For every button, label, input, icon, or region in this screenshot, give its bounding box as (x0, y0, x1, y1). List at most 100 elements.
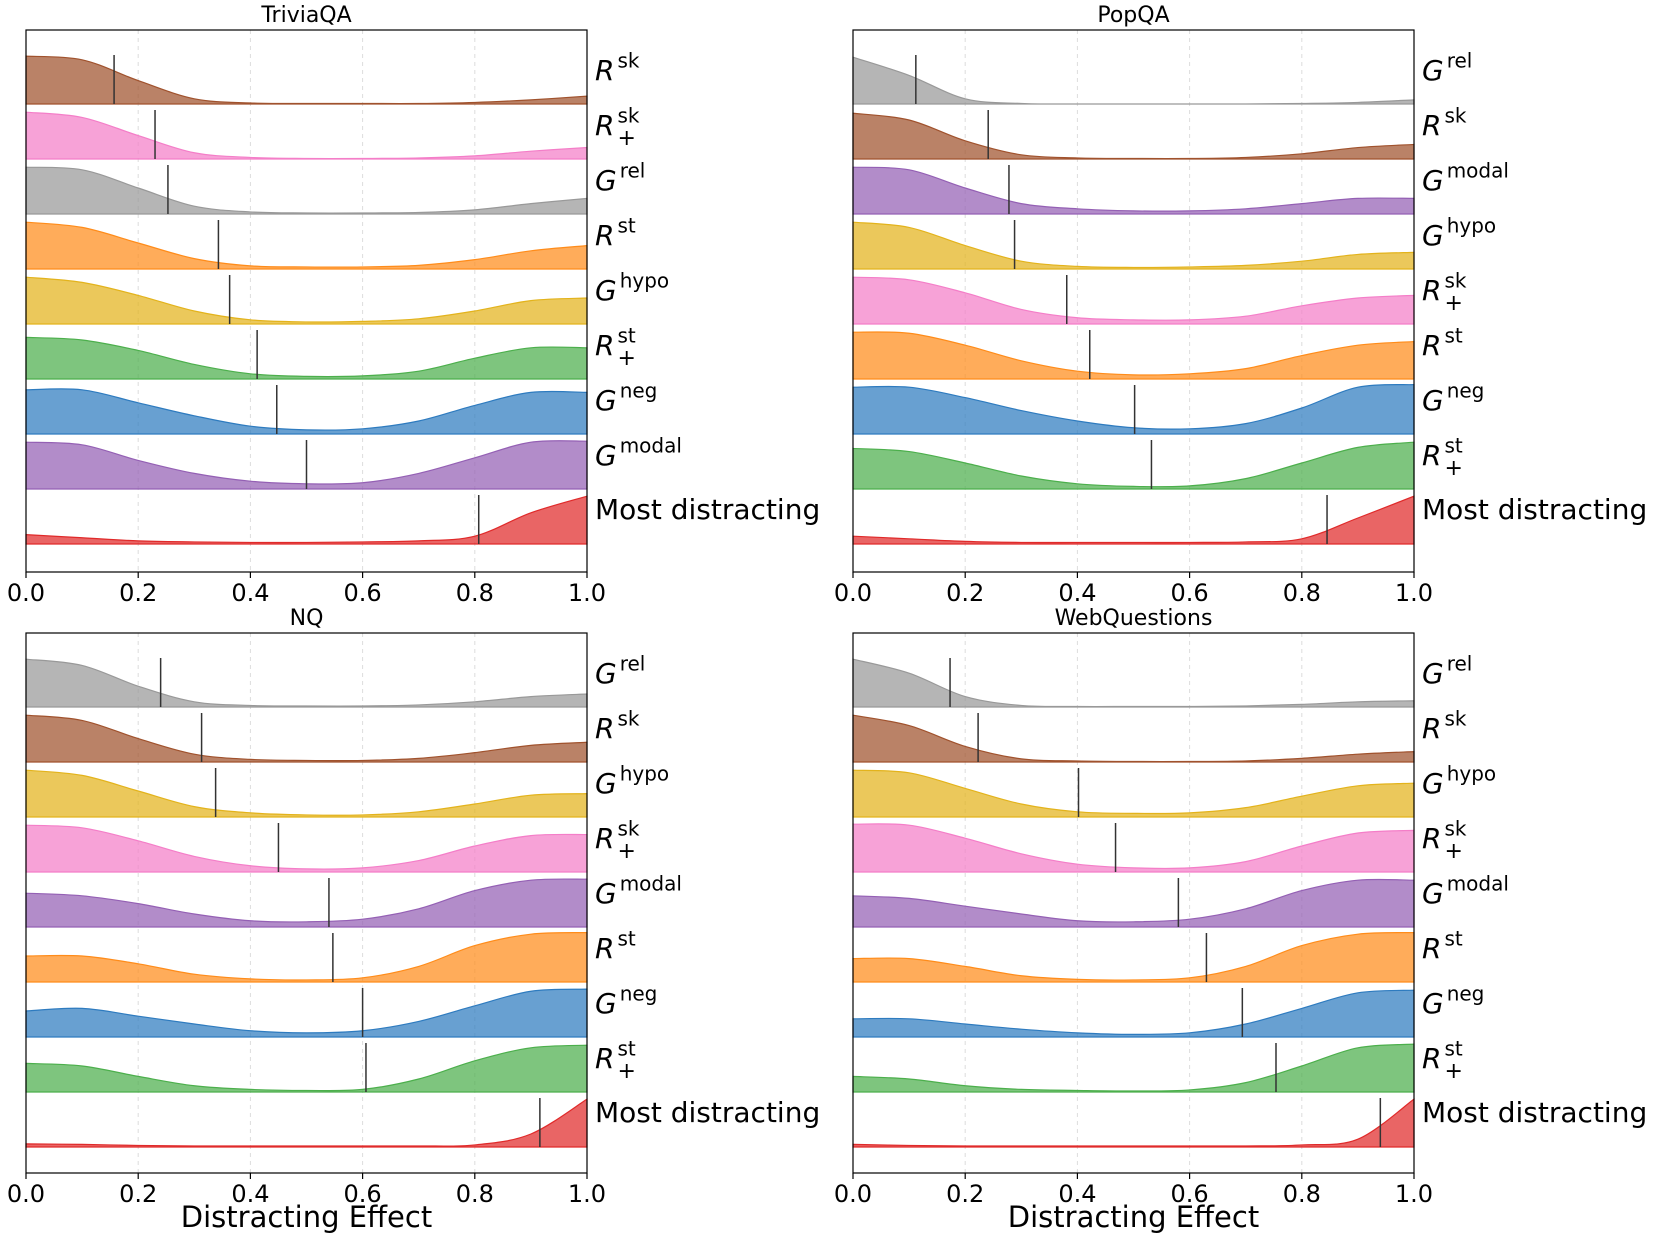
x-tick-label: 1.0 (568, 1180, 606, 1208)
x-tick-label: 0.4 (1058, 1180, 1096, 1208)
density-area (852, 441, 1415, 490)
row-label: G (1422, 384, 1444, 417)
row-label: G (1422, 219, 1444, 252)
density-area (25, 440, 588, 490)
density-area (25, 988, 588, 1038)
density-area (25, 495, 588, 545)
row-label-sup: st (1444, 927, 1462, 951)
density-area (852, 714, 1415, 763)
row-label-sub: + (617, 1059, 635, 1084)
row-label-sup: hypo (620, 762, 669, 786)
row-label-sup: neg (620, 982, 658, 1006)
row-label: R (595, 109, 614, 142)
row-label-sup: st (1444, 1037, 1462, 1061)
x-tick-label: 0.8 (456, 579, 494, 607)
row-label-sup: neg (1447, 379, 1485, 403)
row-label: R (1422, 439, 1441, 472)
row-label-sup: sk (1444, 707, 1466, 731)
row-label: G (595, 987, 617, 1020)
x-tick-label: 0.8 (1283, 579, 1321, 607)
row-label: R (1422, 1042, 1441, 1075)
row-label: G (595, 384, 617, 417)
row-label: G (595, 767, 617, 800)
density-area (852, 56, 1415, 105)
density-area (25, 55, 588, 105)
x-tick-label: 0.0 (834, 579, 872, 607)
density-area (25, 824, 588, 873)
density-area (25, 166, 588, 215)
row-label: R (595, 822, 614, 855)
row-label-sup: st (617, 927, 635, 951)
density-area (852, 1097, 1415, 1148)
density-area (852, 658, 1415, 708)
row-label: G (1422, 877, 1444, 910)
density-area (25, 931, 588, 983)
row-label: R (595, 932, 614, 965)
row-label-sup: neg (620, 379, 658, 403)
row-label: R (595, 1042, 614, 1075)
x-tick-label: 0.6 (344, 579, 382, 607)
row-label: R (1422, 274, 1441, 307)
row-label-sub: + (1444, 1059, 1462, 1084)
row-label-sup: rel (620, 159, 646, 183)
row-label: R (1422, 932, 1441, 965)
density-area (25, 658, 588, 708)
row-label-sup: sk (617, 707, 639, 731)
density-area (852, 276, 1415, 325)
row-label-sup: st (1444, 324, 1462, 348)
row-label: R (595, 54, 614, 87)
density-area (25, 1098, 588, 1148)
plot-frame (852, 29, 1415, 573)
density-area (852, 823, 1415, 873)
x-tick-label: 0.8 (456, 1180, 494, 1208)
row-label-sub: + (1444, 291, 1462, 316)
row-label-sup: modal (620, 434, 682, 458)
row-label-sub: + (617, 839, 635, 864)
density-area (852, 166, 1415, 215)
density-area (852, 495, 1415, 545)
panel-title: NQ (290, 606, 324, 631)
row-label-sup: modal (620, 872, 682, 896)
x-tick-label: 0.2 (119, 579, 157, 607)
density-area (852, 331, 1415, 380)
density-area (852, 112, 1415, 160)
row-label: R (1422, 822, 1441, 855)
density-area (852, 931, 1415, 983)
row-label: G (595, 274, 617, 307)
row-label-sup: sk (617, 104, 639, 128)
row-label-sup: neg (1447, 982, 1485, 1006)
x-tick-label: 0.4 (1058, 579, 1096, 607)
row-label: G (1422, 987, 1444, 1020)
row-label: G (595, 657, 617, 690)
plot-frame (25, 29, 588, 573)
density-area (25, 388, 588, 435)
row-label-sup: modal (1447, 159, 1509, 183)
row-label: G (595, 439, 617, 472)
row-label-sup: rel (1447, 652, 1473, 676)
x-tick-label: 0.8 (1283, 1180, 1321, 1208)
plot-frame (25, 632, 588, 1174)
x-tick-label: 0.6 (344, 1180, 382, 1208)
row-label: R (1422, 109, 1441, 142)
row-label: G (1422, 767, 1444, 800)
row-label: Most distracting (595, 493, 820, 526)
row-label: G (595, 877, 617, 910)
density-area (25, 769, 588, 818)
row-label-sup: rel (620, 652, 646, 676)
row-label: Most distracting (595, 1096, 820, 1129)
row-label-sup: hypo (1447, 762, 1496, 786)
row-label-sub: + (1444, 839, 1462, 864)
row-label-sub: + (617, 126, 635, 151)
density-area (25, 878, 588, 928)
row-label-sup: rel (1447, 49, 1473, 73)
row-label: R (1422, 329, 1441, 362)
x-tick-label: 1.0 (568, 579, 606, 607)
plot-frame (852, 632, 1415, 1174)
row-label-sup: modal (1447, 872, 1509, 896)
row-label: G (595, 164, 617, 197)
row-label-sup: sk (1444, 817, 1466, 841)
density-area (25, 336, 588, 380)
density-area (852, 878, 1415, 928)
density-area (852, 383, 1415, 435)
x-tick-label: 1.0 (1395, 1180, 1433, 1208)
